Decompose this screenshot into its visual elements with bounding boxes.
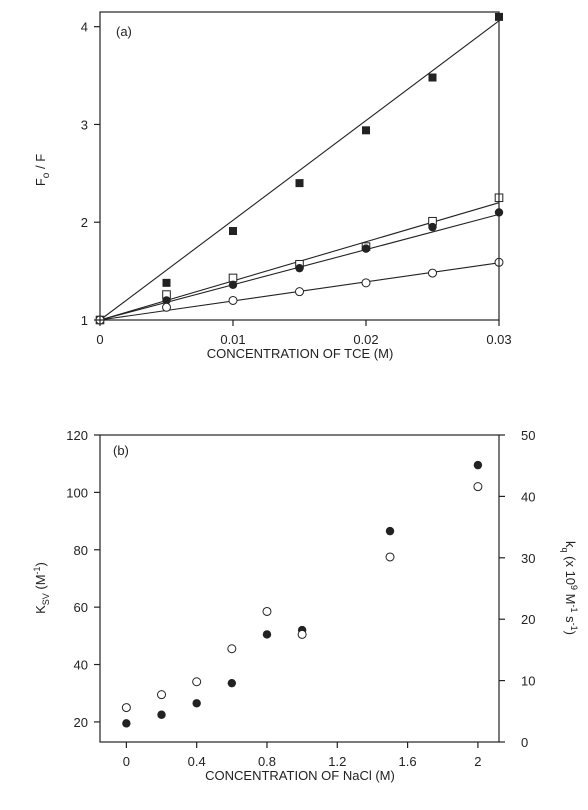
panel-a-point-filled-square xyxy=(428,73,437,82)
panel-b-point-filled-circle xyxy=(385,526,395,536)
panel-b-y2-axis-title-mid: M xyxy=(563,590,578,604)
panel-b-x-tick-label: 0.4 xyxy=(188,754,206,769)
panel-b-point-open-circle xyxy=(297,629,307,639)
panel-b-point-open-circle xyxy=(121,703,131,713)
panel-b-y-tick-label: 20 xyxy=(74,715,88,730)
panel-b-y2-tick-label: 40 xyxy=(521,489,535,504)
panel-a-point-filled-square xyxy=(162,278,171,287)
panel-b-point-open-circle xyxy=(262,606,272,616)
panel-a-x-axis-title: CONCENTRATION OF TCE (M) xyxy=(207,346,394,361)
panel-a-y-tick-label: 2 xyxy=(81,215,88,230)
panel-b-point-open-circle xyxy=(192,677,202,687)
panel-b-y2-axis-title-close: ) xyxy=(563,631,578,635)
panel-b-y2-tick-label: 30 xyxy=(521,551,535,566)
panel-b-y2-axis-title-sup3: -1 xyxy=(569,623,579,631)
panel-b-point-filled-circle xyxy=(473,460,483,470)
panel-b-y2-tick-label: 20 xyxy=(521,612,535,627)
panel-b-y-tick-label: 40 xyxy=(74,658,88,673)
panel-b-y-tick-label: 80 xyxy=(74,543,88,558)
panel-a-point-filled-circle xyxy=(361,244,371,253)
panel-a-point-open-circle xyxy=(295,287,304,297)
panel-a-point-open-circle xyxy=(228,295,238,305)
panel-a-y-axis-title-sub: o xyxy=(41,172,52,178)
panel-b-label: (b) xyxy=(113,443,129,458)
panel-b-y2-axis-title-open: (x 10 xyxy=(563,553,578,586)
panel-b-y-tick-label: 120 xyxy=(66,428,88,443)
panel-b-y-axis-title-sub: SV xyxy=(41,593,51,605)
panel-a-point-filled-square xyxy=(362,126,370,135)
panel-a-x-tick-label: 0.03 xyxy=(486,332,511,347)
panel-b-y-axis-title-open: (M xyxy=(33,574,48,593)
panel-b-y2-axis-title-sup1: 9 xyxy=(569,585,579,590)
panel-a-chart: 0 0.01 0.02 0.03 1 2 3 4 (a) CONCENTRATION OF … xyxy=(33,11,512,361)
panel-a-y-tick-label: 4 xyxy=(81,20,88,35)
panel-b-y2-axis-title-main: k xyxy=(563,541,578,548)
panel-b-x-tick-label: 0.8 xyxy=(258,754,276,769)
panel-b-y2-tick-label: 50 xyxy=(521,428,535,443)
panel-b-x-ticks: 0 0.4 0.8 1.2 1.6 2 xyxy=(123,742,482,769)
panel-a-y-tick-label: 3 xyxy=(81,117,88,132)
panel-a-x-tick-label: 0 xyxy=(96,332,103,347)
panel-b-y-ticks: 20 40 60 80 100 120 xyxy=(66,428,100,730)
panel-a-point-filled-square xyxy=(229,227,237,236)
panel-a-point-filled-square xyxy=(295,179,304,188)
panel-a-point-filled-circle xyxy=(228,280,238,289)
panel-a-x-tick-label: 0.01 xyxy=(220,332,245,347)
panel-b-y2-axis-title-sup2: -1 xyxy=(569,605,579,613)
panel-a-x-tick-label: 0.02 xyxy=(353,332,378,347)
panel-b-marks xyxy=(121,460,483,728)
panel-a-point-open-circle xyxy=(428,268,437,278)
panel-a-point-open-circle xyxy=(361,278,371,288)
panel-a-fit-line-filled-square xyxy=(99,20,500,321)
panel-b-point-filled-circle xyxy=(157,710,166,719)
panel-b-plot-frame xyxy=(99,434,500,743)
panel-b-x-tick-label: 1.2 xyxy=(328,754,346,769)
panel-b-y2-ticks: 0 10 20 30 40 50 xyxy=(499,428,535,750)
panel-b-y-axis-title: KSV (M-1) xyxy=(32,562,51,614)
panel-b-chart: 0 0.4 0.8 1.2 1.6 2 20 40 60 80 100 120 0 10 20 30 40 5… xyxy=(32,428,579,783)
panel-b-x-tick-label: 2 xyxy=(474,754,481,769)
panel-b-point-open-circle xyxy=(227,644,237,654)
panel-b-y2-axis-title-mid2: s xyxy=(563,613,578,624)
panel-b-point-filled-circle xyxy=(192,699,201,708)
panel-b-y-tick-label: 60 xyxy=(74,600,88,615)
panel-b-y2-axis-title-sub: q xyxy=(560,548,570,553)
panel-b-y-axis-title-main: K xyxy=(33,605,48,614)
panel-b-y-axis-title-sup: -1 xyxy=(32,566,42,574)
panel-b-point-filled-circle xyxy=(227,678,237,688)
panel-b-point-open-circle xyxy=(385,552,395,562)
panel-a-y-axis-title-rest: / F xyxy=(33,154,48,173)
panel-a-x-ticks: 0 0.01 0.02 0.03 xyxy=(96,320,512,347)
panel-b-y-axis-title-close: ) xyxy=(33,562,48,566)
panel-b-y2-tick-label: 10 xyxy=(521,674,535,689)
panel-b-y-tick-label: 100 xyxy=(66,485,88,500)
panel-b-point-filled-circle xyxy=(122,719,131,728)
panel-a-y-axis-title: Fo / F xyxy=(33,154,52,186)
panel-a-point-filled-circle xyxy=(295,263,304,273)
panel-b-y2-axis-title: kq (x 109 M-1 s-1) xyxy=(560,541,579,635)
panel-b-x-tick-label: 1.6 xyxy=(399,754,417,769)
panel-a-plot-frame xyxy=(99,11,500,321)
panel-a-y-axis-title-main: F xyxy=(33,178,48,186)
panel-b-x-axis-title: CONCENTRATION OF NaCl (M) xyxy=(205,768,395,783)
panel-b-point-filled-circle xyxy=(262,630,272,639)
panel-b-point-open-circle xyxy=(157,690,167,700)
panel-a-point-open-circle xyxy=(162,302,171,312)
panel-b-point-open-circle xyxy=(473,482,483,492)
panel-b-x-tick-label: 0 xyxy=(123,754,130,769)
panel-a-y-ticks: 1 2 3 4 xyxy=(81,20,100,328)
panel-a-point-filled-circle xyxy=(162,296,171,305)
panel-b-y2-tick-label: 0 xyxy=(521,735,528,750)
panel-a-point-filled-circle xyxy=(428,222,437,232)
panel-a-y-tick-label: 1 xyxy=(81,313,88,328)
panel-a-label: (a) xyxy=(116,24,132,39)
